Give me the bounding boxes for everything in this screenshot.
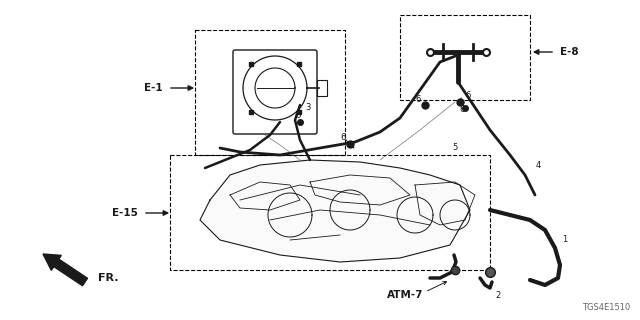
Text: FR.: FR. [98, 273, 118, 283]
FancyArrow shape [43, 254, 88, 286]
Text: ATM-7: ATM-7 [387, 290, 423, 300]
Text: 6: 6 [295, 110, 301, 119]
Text: TGS4E1510: TGS4E1510 [582, 303, 630, 312]
Text: 4: 4 [536, 161, 541, 170]
Text: E-1: E-1 [145, 83, 163, 93]
Text: 6: 6 [415, 95, 420, 105]
Text: E-8: E-8 [560, 47, 579, 57]
Text: 1: 1 [563, 236, 568, 244]
Text: 5: 5 [452, 143, 458, 153]
Text: 6: 6 [460, 106, 465, 115]
Text: E-15: E-15 [112, 208, 138, 218]
Text: 6: 6 [340, 133, 346, 142]
Bar [317, 80, 327, 96]
Text: 6: 6 [465, 92, 470, 100]
Text: 3: 3 [305, 103, 310, 113]
Polygon shape [200, 160, 470, 262]
Text: 2: 2 [495, 291, 500, 300]
